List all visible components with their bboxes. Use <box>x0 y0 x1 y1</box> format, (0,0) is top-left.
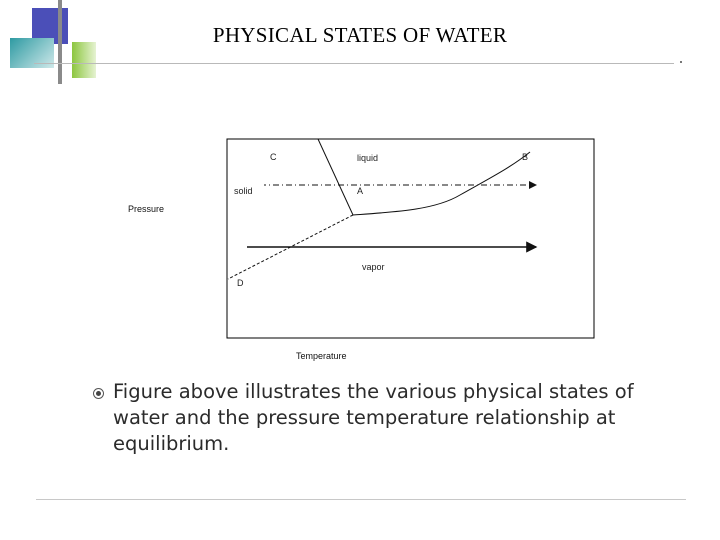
vapor-region-label: vapor <box>362 262 385 272</box>
diagram-frame <box>226 138 595 339</box>
point-b-label: B <box>522 152 528 162</box>
decorative-dot <box>680 61 682 63</box>
solid-label-background <box>228 180 264 214</box>
solid-region-label: solid <box>234 186 253 196</box>
bullet-icon <box>93 388 104 399</box>
decorative-vertical-bar <box>58 0 62 84</box>
y-axis-label: Pressure <box>128 204 164 214</box>
point-c-label: C <box>270 152 277 162</box>
liquid-vapor-boundary <box>352 151 531 216</box>
decorative-green-square <box>72 42 96 78</box>
x-axis-label: Temperature <box>296 351 347 361</box>
footer-divider-line <box>36 499 686 500</box>
title-divider-line <box>34 63 674 64</box>
liquid-region-label: liquid <box>357 153 378 163</box>
bullet-text: Figure above illustrates the various phy… <box>113 380 634 455</box>
slide-title: PHYSICAL STATES OF WATER <box>212 23 508 47</box>
solid-liquid-boundary <box>317 138 354 216</box>
point-d-label: D <box>237 278 244 288</box>
point-a-label: A <box>357 186 363 196</box>
